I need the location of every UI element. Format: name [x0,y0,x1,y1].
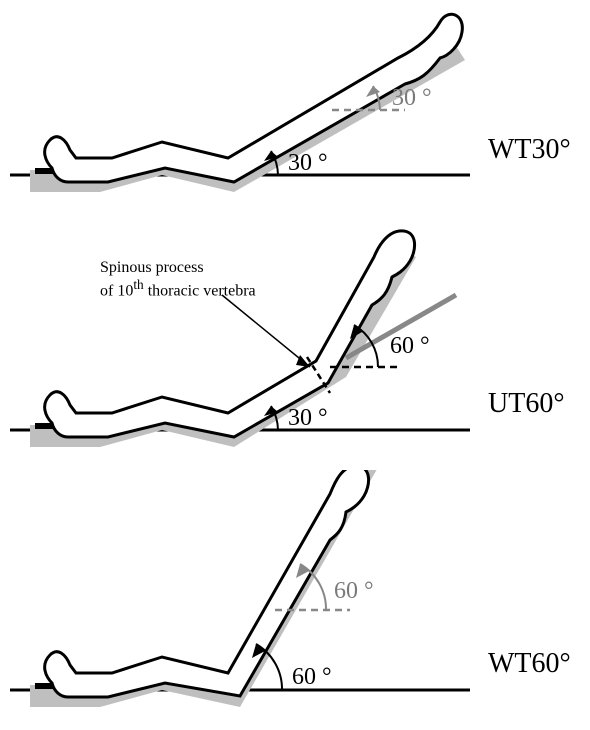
lower-angle-text-wt30: 30 ° [288,150,328,176]
annotation-t10: Spinous process of 10th thoracic vertebr… [100,258,256,301]
annotation-line1: Spinous process [100,259,204,276]
label-wt60: WT60° [488,648,571,680]
diagram-wt30: 30 ° 30 ° [0,0,590,220]
upper-angle-text-ut60: 60 ° [390,333,430,359]
annotation-sup: th [133,277,143,292]
lower-angle-wt60: 60 ° [252,644,332,690]
diagram-ut60: 30 ° 60 ° [0,225,590,465]
diagram-wt60: 60 ° 60 ° [0,470,590,730]
annotation-line2a: of 10 [100,283,133,300]
panel-wt30: 30 ° 30 ° WT30° [0,0,590,220]
annotation-arrow [222,295,310,367]
panel-ut60: 30 ° 60 ° Spinous process of 10th thorac… [0,225,590,465]
lower-angle-text-wt60: 60 ° [292,664,332,690]
lower-angle-text-ut60: 30 ° [288,405,328,431]
upper-angle-text-wt60: 60 ° [334,578,374,604]
label-wt30: WT30° [488,134,571,166]
upper-angle-text-wt30: 30 ° [392,85,432,111]
panel-wt60: 60 ° 60 ° WT60° [0,470,590,730]
label-ut60: UT60° [488,388,565,420]
annotation-line2b: thoracic vertebra [144,283,256,300]
